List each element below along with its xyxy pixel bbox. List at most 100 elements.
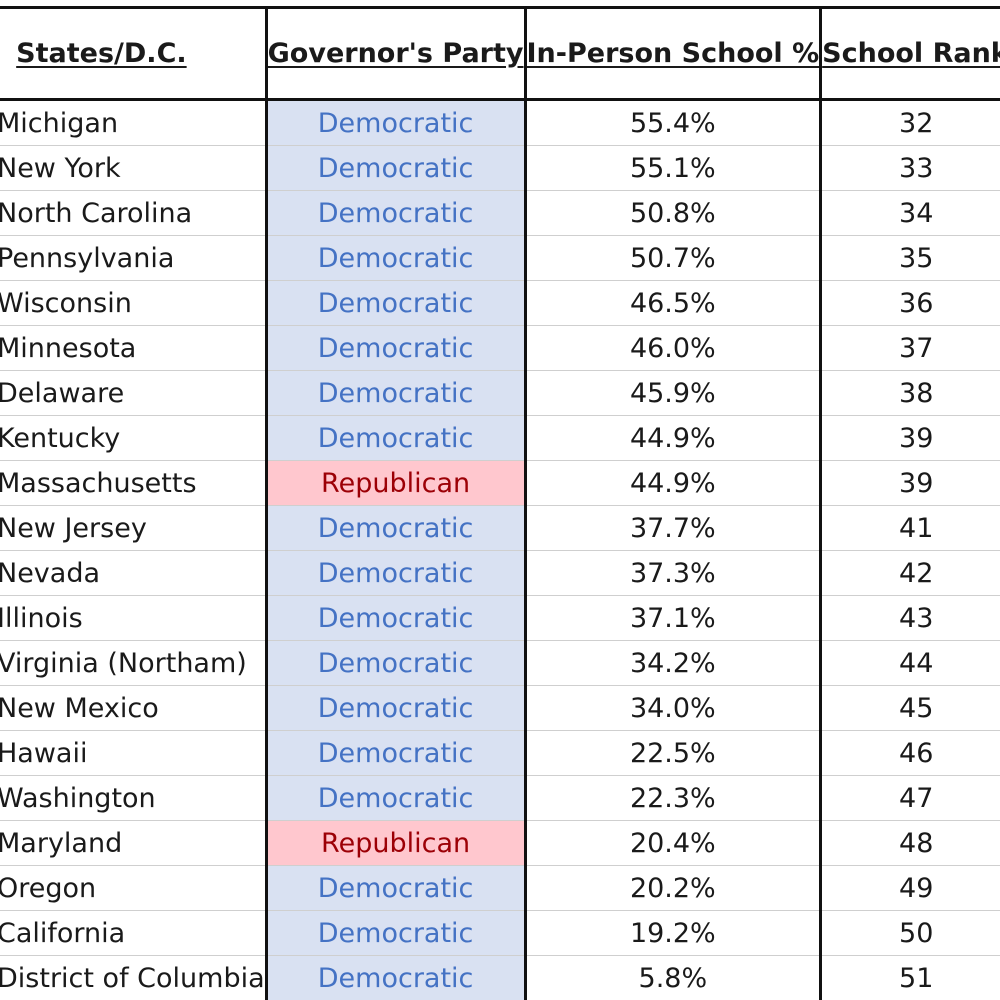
cell-school-rank[interactable]: 35 [820, 235, 1000, 281]
cell-in-person-school-pct[interactable]: 37.3% [525, 550, 823, 596]
table-row: Minnesota Democratic 46.0% 37 [0, 325, 1000, 371]
cell-school-rank[interactable]: 37 [820, 325, 1000, 371]
cell-governors-party[interactable]: Democratic [266, 955, 527, 1000]
table-row: Illinois Democratic 37.1% 43 [0, 595, 1000, 641]
cell-governors-party[interactable]: Democratic [266, 145, 527, 191]
cell-in-person-school-pct[interactable]: 22.3% [525, 775, 823, 821]
cell-state[interactable]: North Carolina [0, 190, 268, 236]
cell-governors-party[interactable]: Democratic [266, 910, 527, 956]
cell-state[interactable]: Kentucky [0, 415, 268, 461]
table-body: Michigan Democratic 55.4% 32 New York Democra… [0, 99, 1000, 1000]
cell-governors-party[interactable]: Democratic [266, 99, 527, 146]
cell-school-rank[interactable]: 43 [820, 595, 1000, 641]
cell-in-person-school-pct[interactable]: 50.7% [525, 235, 823, 281]
cell-in-person-school-pct[interactable]: 20.2% [525, 865, 823, 911]
cell-state[interactable]: Virginia (Northam) [0, 640, 268, 686]
header-in-person-school-pct[interactable]: In-Person School % [523, 6, 823, 101]
cell-governors-party[interactable]: Democratic [266, 730, 527, 776]
cell-state[interactable]: Michigan [0, 99, 268, 146]
cell-state[interactable]: Delaware [0, 370, 268, 416]
cell-school-rank[interactable]: 41 [820, 505, 1000, 551]
cell-in-person-school-pct[interactable]: 55.4% [525, 99, 823, 146]
cell-school-rank[interactable]: 47 [820, 775, 1000, 821]
cell-state[interactable]: Hawaii [0, 730, 268, 776]
cell-in-person-school-pct[interactable]: 34.2% [525, 640, 823, 686]
table-row: Michigan Democratic 55.4% 32 [0, 99, 1000, 146]
cell-school-rank[interactable]: 48 [820, 820, 1000, 866]
cell-governors-party[interactable]: Democratic [266, 190, 527, 236]
cell-in-person-school-pct[interactable]: 22.5% [525, 730, 823, 776]
table-row: Pennsylvania Democratic 50.7% 35 [0, 235, 1000, 281]
cell-state[interactable]: Minnesota [0, 325, 268, 371]
table-row: Kentucky Democratic 44.9% 39 [0, 415, 1000, 461]
cell-state[interactable]: New York [0, 145, 268, 191]
cell-in-person-school-pct[interactable]: 34.0% [525, 685, 823, 731]
cell-school-rank[interactable]: 44 [820, 640, 1000, 686]
cell-school-rank[interactable]: 33 [820, 145, 1000, 191]
cell-school-rank[interactable]: 32 [820, 99, 1000, 146]
table-row: Hawaii Democratic 22.5% 46 [0, 730, 1000, 776]
cell-school-rank[interactable]: 39 [820, 460, 1000, 506]
cell-in-person-school-pct[interactable]: 46.0% [525, 325, 823, 371]
cell-in-person-school-pct[interactable]: 55.1% [525, 145, 823, 191]
cell-state[interactable]: Maryland [0, 820, 268, 866]
cell-in-person-school-pct[interactable]: 37.7% [525, 505, 823, 551]
cell-governors-party[interactable]: Democratic [266, 370, 527, 416]
cell-governors-party[interactable]: Democratic [266, 505, 527, 551]
header-school-rank[interactable]: School Rank [819, 6, 1000, 101]
header-states[interactable]: States/D.C. [0, 6, 268, 101]
table-row: District of Columbia Democratic 5.8% 51 [0, 955, 1000, 1000]
cell-school-rank[interactable]: 46 [820, 730, 1000, 776]
table-row: New Jersey Democratic 37.7% 41 [0, 505, 1000, 551]
cell-governors-party[interactable]: Democratic [266, 550, 527, 596]
cell-in-person-school-pct[interactable]: 5.8% [525, 955, 823, 1000]
cell-governors-party[interactable]: Democratic [266, 685, 527, 731]
cell-governors-party[interactable]: Democratic [266, 595, 527, 641]
cell-in-person-school-pct[interactable]: 50.8% [525, 190, 823, 236]
header-governors-party[interactable]: Governor's Party [264, 6, 527, 101]
cell-in-person-school-pct[interactable]: 44.9% [525, 460, 823, 506]
cell-state[interactable]: Wisconsin [0, 280, 268, 326]
cell-governors-party[interactable]: Republican [266, 460, 527, 506]
cell-state[interactable]: New Mexico [0, 685, 268, 731]
cell-state[interactable]: California [0, 910, 268, 956]
cell-governors-party[interactable]: Democratic [266, 325, 527, 371]
cell-in-person-school-pct[interactable]: 20.4% [525, 820, 823, 866]
cell-governors-party[interactable]: Democratic [266, 415, 527, 461]
table-row: Delaware Democratic 45.9% 38 [0, 370, 1000, 416]
cell-school-rank[interactable]: 45 [820, 685, 1000, 731]
cell-state[interactable]: Oregon [0, 865, 268, 911]
cell-in-person-school-pct[interactable]: 46.5% [525, 280, 823, 326]
table-row: New Mexico Democratic 34.0% 45 [0, 685, 1000, 731]
cell-in-person-school-pct[interactable]: 37.1% [525, 595, 823, 641]
cell-school-rank[interactable]: 42 [820, 550, 1000, 596]
cell-school-rank[interactable]: 36 [820, 280, 1000, 326]
header-row: States/D.C. Governor's Party In-Person S… [0, 6, 1000, 101]
cell-state[interactable]: Washington [0, 775, 268, 821]
cell-state[interactable]: Pennsylvania [0, 235, 268, 281]
table-row: Washington Democratic 22.3% 47 [0, 775, 1000, 821]
cell-school-rank[interactable]: 39 [820, 415, 1000, 461]
cell-state[interactable]: District of Columbia [0, 955, 268, 1000]
cell-governors-party[interactable]: Democratic [266, 280, 527, 326]
table-row: Wisconsin Democratic 46.5% 36 [0, 280, 1000, 326]
cell-state[interactable]: Nevada [0, 550, 268, 596]
cell-governors-party[interactable]: Democratic [266, 235, 527, 281]
cell-school-rank[interactable]: 38 [820, 370, 1000, 416]
cell-state[interactable]: Illinois [0, 595, 268, 641]
cell-state[interactable]: Massachusetts [0, 460, 268, 506]
cell-governors-party[interactable]: Democratic [266, 640, 527, 686]
cell-in-person-school-pct[interactable]: 45.9% [525, 370, 823, 416]
cell-in-person-school-pct[interactable]: 19.2% [525, 910, 823, 956]
cell-governors-party[interactable]: Democratic [266, 865, 527, 911]
cell-in-person-school-pct[interactable]: 44.9% [525, 415, 823, 461]
cell-governors-party[interactable]: Republican [266, 820, 527, 866]
table-row: Massachusetts Republican 44.9% 39 [0, 460, 1000, 506]
cell-school-rank[interactable]: 50 [820, 910, 1000, 956]
cell-school-rank[interactable]: 51 [820, 955, 1000, 1000]
table-row: New York Democratic 55.1% 33 [0, 145, 1000, 191]
cell-school-rank[interactable]: 49 [820, 865, 1000, 911]
cell-governors-party[interactable]: Democratic [266, 775, 527, 821]
cell-state[interactable]: New Jersey [0, 505, 268, 551]
cell-school-rank[interactable]: 34 [820, 190, 1000, 236]
